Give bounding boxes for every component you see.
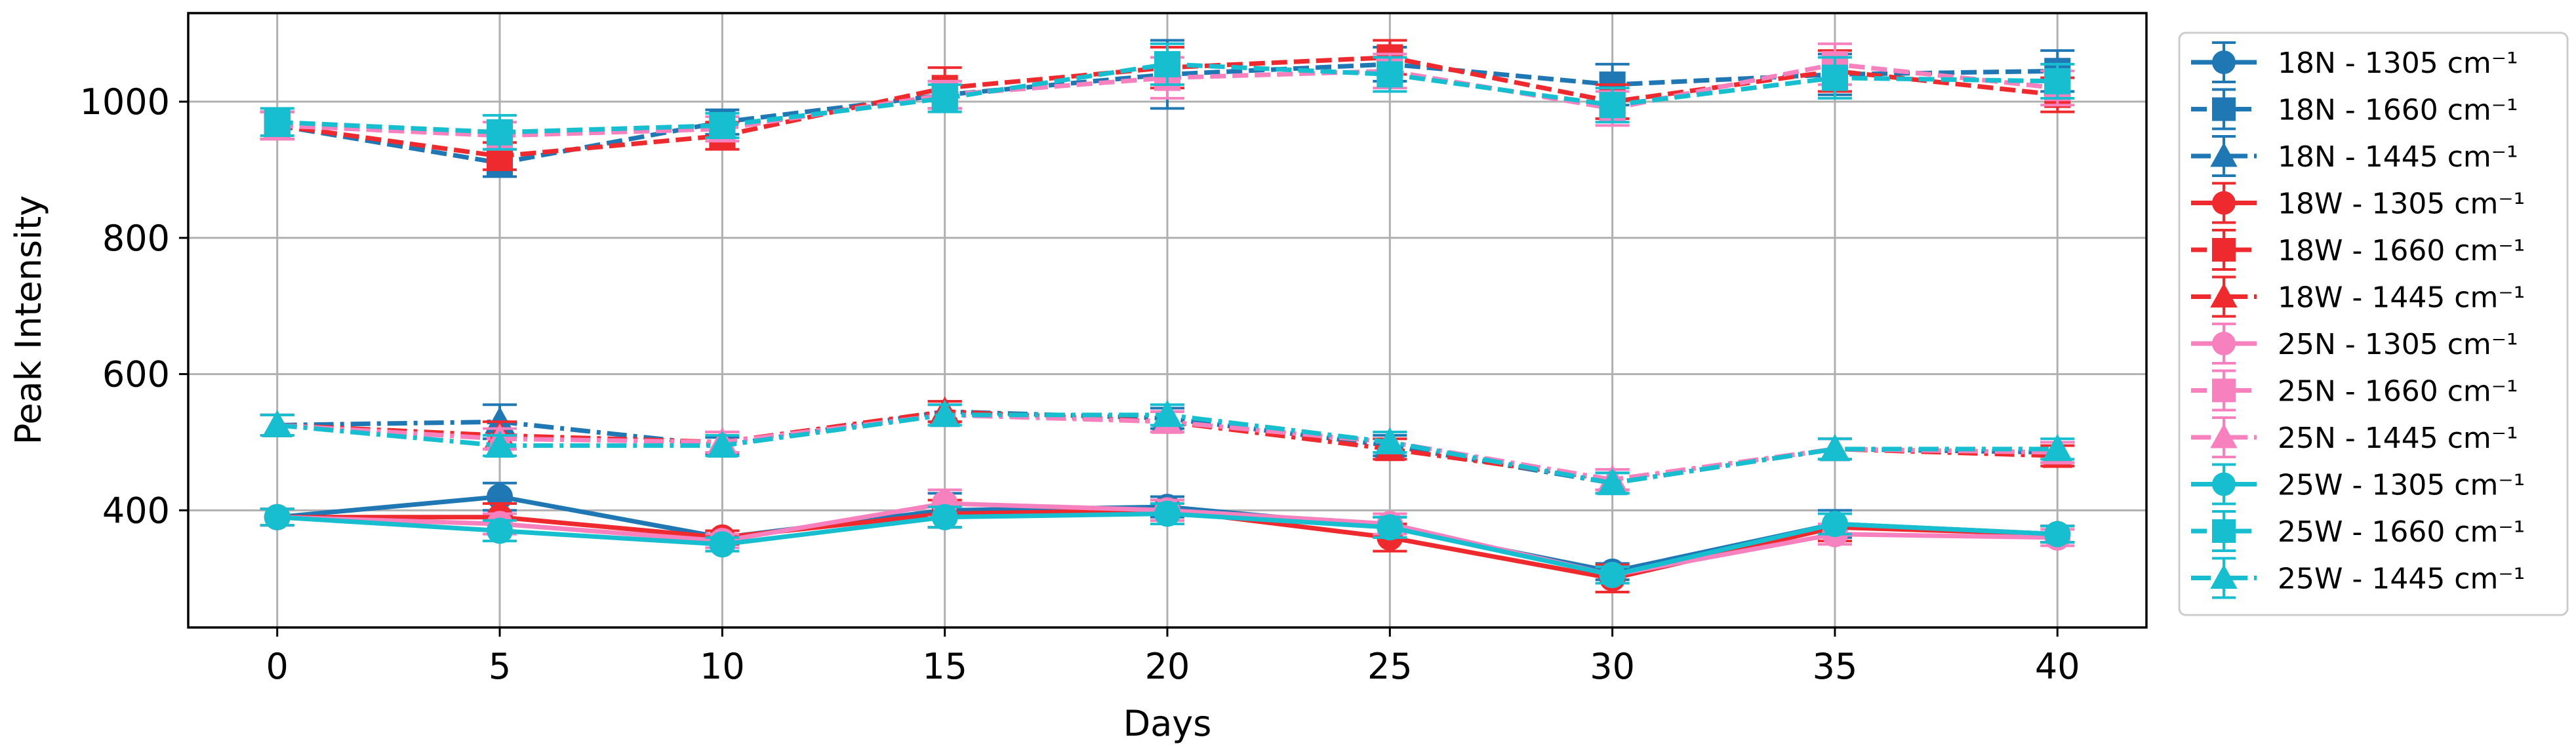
data-point [264,504,291,530]
data-point [709,112,736,139]
x-tick-label: 10 [700,646,745,687]
x-tick-label: 5 [489,646,511,687]
series-10 [260,500,2075,589]
legend-marker [2212,191,2236,215]
data-point [931,85,958,111]
data-point [485,407,515,434]
y-tick-label: 400 [102,490,170,531]
data-point [1152,399,1182,427]
series-11 [260,42,2075,151]
legend-label: 25N - 1445 cm⁻¹ [2278,422,2518,455]
data-point [485,430,515,458]
data-point [709,531,736,558]
x-tick-label: 30 [1590,646,1635,687]
legend-item: 18N - 1305 cm⁻¹ [2191,41,2518,83]
legend-item: 25W - 1445 cm⁻¹ [2191,557,2525,599]
legend-label: 18N - 1305 cm⁻¹ [2278,47,2518,80]
series-group [260,39,2075,593]
legend-item: 18W - 1445 cm⁻¹ [2191,275,2525,318]
data-point [707,430,738,458]
legend-label: 18N - 1660 cm⁻¹ [2278,94,2518,127]
legend-marker [2212,378,2236,403]
data-point [1819,433,1850,462]
x-tick-label: 0 [266,646,289,687]
legend-item: 18W - 1305 cm⁻¹ [2191,182,2525,224]
legend-label: 18W - 1305 cm⁻¹ [2278,188,2525,221]
legend-label: 18W - 1660 cm⁻¹ [2278,234,2525,268]
legend-marker [2212,50,2236,74]
legend-marker [2212,238,2236,262]
data-point [1375,427,1405,454]
y-tick-label: 600 [102,354,170,395]
legend-item: 25N - 1305 cm⁻¹ [2191,323,2518,365]
legend-marker [2210,142,2238,167]
axis-ticks: 0 5 10 15 20 25 30 35 40 400 600 800 1000 [80,81,2080,687]
x-tick-label: 20 [1145,646,1190,687]
y-tick-label: 1000 [80,81,170,123]
data-point [931,504,958,530]
legend-item: 25N - 1660 cm⁻¹ [2191,369,2518,412]
data-point [1597,467,1628,496]
data-point [1821,64,1848,91]
data-point [1154,500,1180,527]
legend-marker [2212,519,2236,543]
legend: 18N - 1305 cm⁻¹ 18N - 1660 cm⁻¹ 18N - 1445… [2178,31,2569,616]
legend-item: 25N - 1445 cm⁻¹ [2191,416,2518,458]
x-tick-label: 40 [2035,646,2080,687]
data-point [2042,433,2073,462]
legend-marker [2210,424,2238,448]
legend-label: 25N - 1660 cm⁻¹ [2278,375,2518,408]
legend-label: 18N - 1445 cm⁻¹ [2278,140,2518,174]
data-point [1599,92,1626,119]
legend-marker [2212,97,2236,121]
data-point [1599,562,1626,589]
legend-label: 25W - 1660 cm⁻¹ [2278,515,2525,549]
legend-marker [2210,564,2238,589]
x-axis-label: Days [1123,703,1212,744]
legend-label: 25W - 1445 cm⁻¹ [2278,563,2525,596]
legend-label: 25N - 1305 cm⁻¹ [2278,328,2518,361]
data-point [2044,68,2071,94]
data-point [2044,521,2071,547]
data-point [1154,50,1180,77]
legend-marker [2212,332,2236,355]
legend-label: 18W - 1445 cm⁻¹ [2278,281,2525,315]
series-12 [260,399,2075,496]
data-point [264,109,291,136]
data-point [1377,61,1403,88]
data-point [929,399,960,427]
x-tick-label: 15 [922,646,967,687]
y-tick-label: 800 [102,218,170,259]
x-tick-label: 35 [1813,646,1858,687]
legend-item: 25W - 1305 cm⁻¹ [2191,463,2525,506]
data-point [487,119,513,146]
legend-item: 18W - 1660 cm⁻¹ [2191,229,2525,271]
legend-marker [2212,472,2236,496]
legend-box [2178,31,2569,616]
x-tick-label: 25 [1367,646,1413,687]
y-axis-label: Peak Intensity [8,195,49,445]
legend-label: 25W - 1305 cm⁻¹ [2278,469,2525,502]
legend-item: 25W - 1660 cm⁻¹ [2191,510,2525,552]
data-point [487,517,513,544]
legend-marker [2210,283,2238,308]
legend-item: 18N - 1660 cm⁻¹ [2191,88,2518,130]
data-point [1821,511,1848,538]
data-point [1377,514,1403,541]
legend-item: 18N - 1445 cm⁻¹ [2191,135,2518,177]
data-point [262,410,292,437]
